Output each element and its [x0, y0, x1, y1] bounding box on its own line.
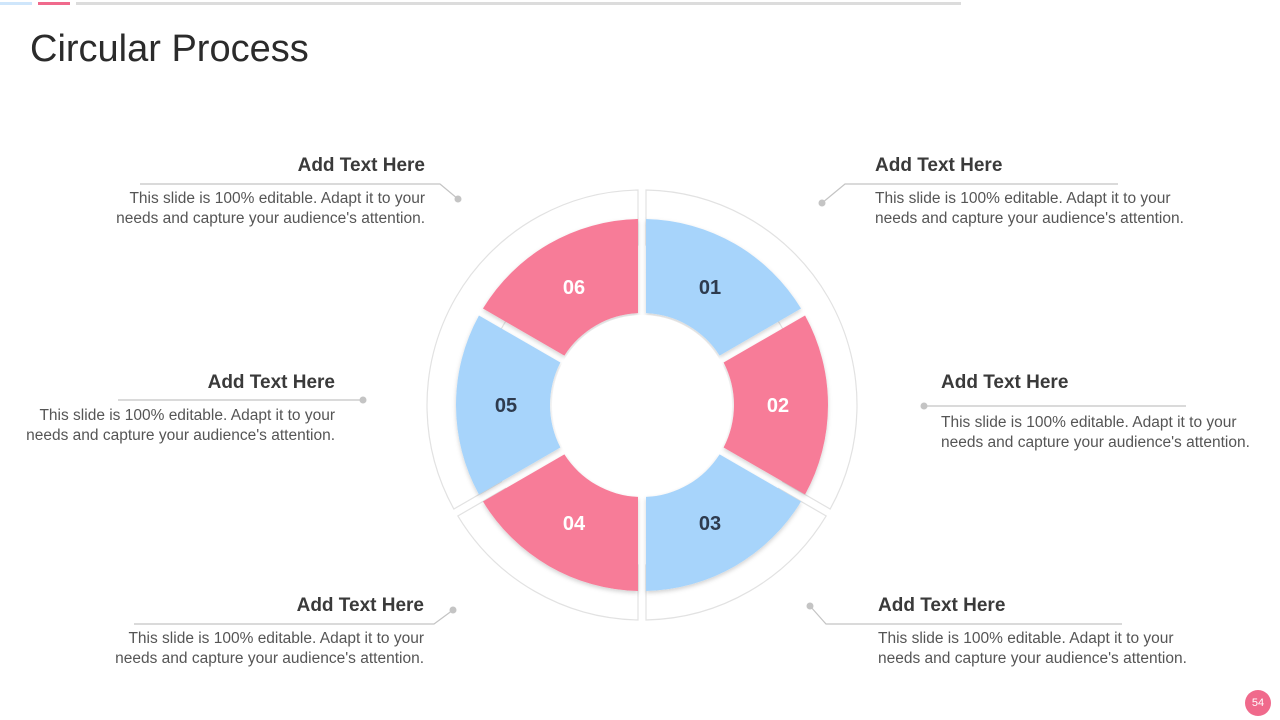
callout-heading: Add Text Here [875, 155, 1003, 176]
callout-body-line: needs and capture your audience's attent… [941, 433, 1250, 451]
segment-06 [482, 219, 639, 356]
callout-body-line: This slide is 100% editable. Adapt it to… [128, 630, 424, 647]
accent-bar-grey [76, 2, 961, 5]
connector-line [809, 605, 1122, 625]
top-accent-bars [0, 2, 1280, 6]
connector-dot [920, 402, 928, 410]
callout-body-line: needs and capture your audience's attent… [115, 649, 424, 667]
callout-body: This slide is 100% editable. Adapt it to… [94, 629, 424, 668]
callout-01: Add Text Here This slide is 100% editabl… [875, 155, 1205, 228]
connector-dot [818, 199, 826, 207]
callout-04: Add Text Here This slide is 100% editabl… [94, 595, 424, 668]
page-number-badge: 54 [1245, 690, 1271, 716]
callout-heading: Add Text Here [296, 595, 424, 616]
callout-body-line: This slide is 100% editable. Adapt it to… [875, 190, 1171, 207]
accent-bar-blue [0, 2, 32, 5]
callout-body-line: needs and capture your audience's attent… [875, 209, 1184, 227]
callout-heading: Add Text Here [297, 155, 425, 176]
segment-label: 02 [767, 395, 789, 417]
center-circle [552, 315, 732, 495]
callout-body-line: This slide is 100% editable. Adapt it to… [39, 407, 335, 424]
callout-body: This slide is 100% editable. Adapt it to… [95, 189, 425, 228]
callout-body: This slide is 100% editable. Adapt it to… [875, 189, 1205, 228]
connector-dot [806, 602, 814, 610]
callout-02: Add Text Here This slide is 100% editabl… [941, 372, 1271, 452]
callout-06: Add Text Here This slide is 100% editabl… [95, 155, 425, 228]
segment-01 [645, 219, 802, 356]
segment-04 [482, 454, 639, 591]
segment-label: 05 [495, 395, 517, 417]
callout-body-line: needs and capture your audience's attent… [26, 426, 335, 444]
callout-body: This slide is 100% editable. Adapt it to… [941, 413, 1271, 452]
callout-heading: Add Text Here [941, 372, 1069, 393]
callout-body-line: This slide is 100% editable. Adapt it to… [878, 630, 1174, 647]
accent-bar-pink [38, 2, 70, 5]
segment-02 [723, 315, 828, 495]
connector-dot [359, 396, 367, 404]
callout-body-line: needs and capture your audience's attent… [116, 209, 425, 227]
connector-line [140, 183, 459, 200]
callout-heading: Add Text Here [207, 372, 335, 393]
segment-05 [456, 315, 561, 495]
slide-title: Circular Process [30, 28, 309, 70]
connector-line [134, 609, 454, 625]
segment-03 [645, 454, 802, 591]
callout-body: This slide is 100% editable. Adapt it to… [5, 406, 335, 445]
callout-body-line: This slide is 100% editable. Adapt it to… [129, 190, 425, 207]
connector-line [821, 183, 1118, 204]
segment-label: 03 [699, 513, 721, 535]
segment-label: 06 [563, 277, 585, 299]
callout-body: This slide is 100% editable. Adapt it to… [878, 629, 1208, 668]
segment-label: 01 [699, 277, 721, 299]
segment-label: 04 [563, 513, 586, 535]
callout-heading: Add Text Here [878, 595, 1006, 616]
callout-body-line: This slide is 100% editable. Adapt it to… [941, 414, 1237, 431]
connector-dot [454, 195, 462, 203]
connector-dot [449, 606, 457, 614]
callout-body-line: needs and capture your audience's attent… [878, 649, 1187, 667]
callout-03: Add Text Here This slide is 100% editabl… [878, 595, 1208, 668]
callout-05: Add Text Here This slide is 100% editabl… [5, 372, 335, 445]
